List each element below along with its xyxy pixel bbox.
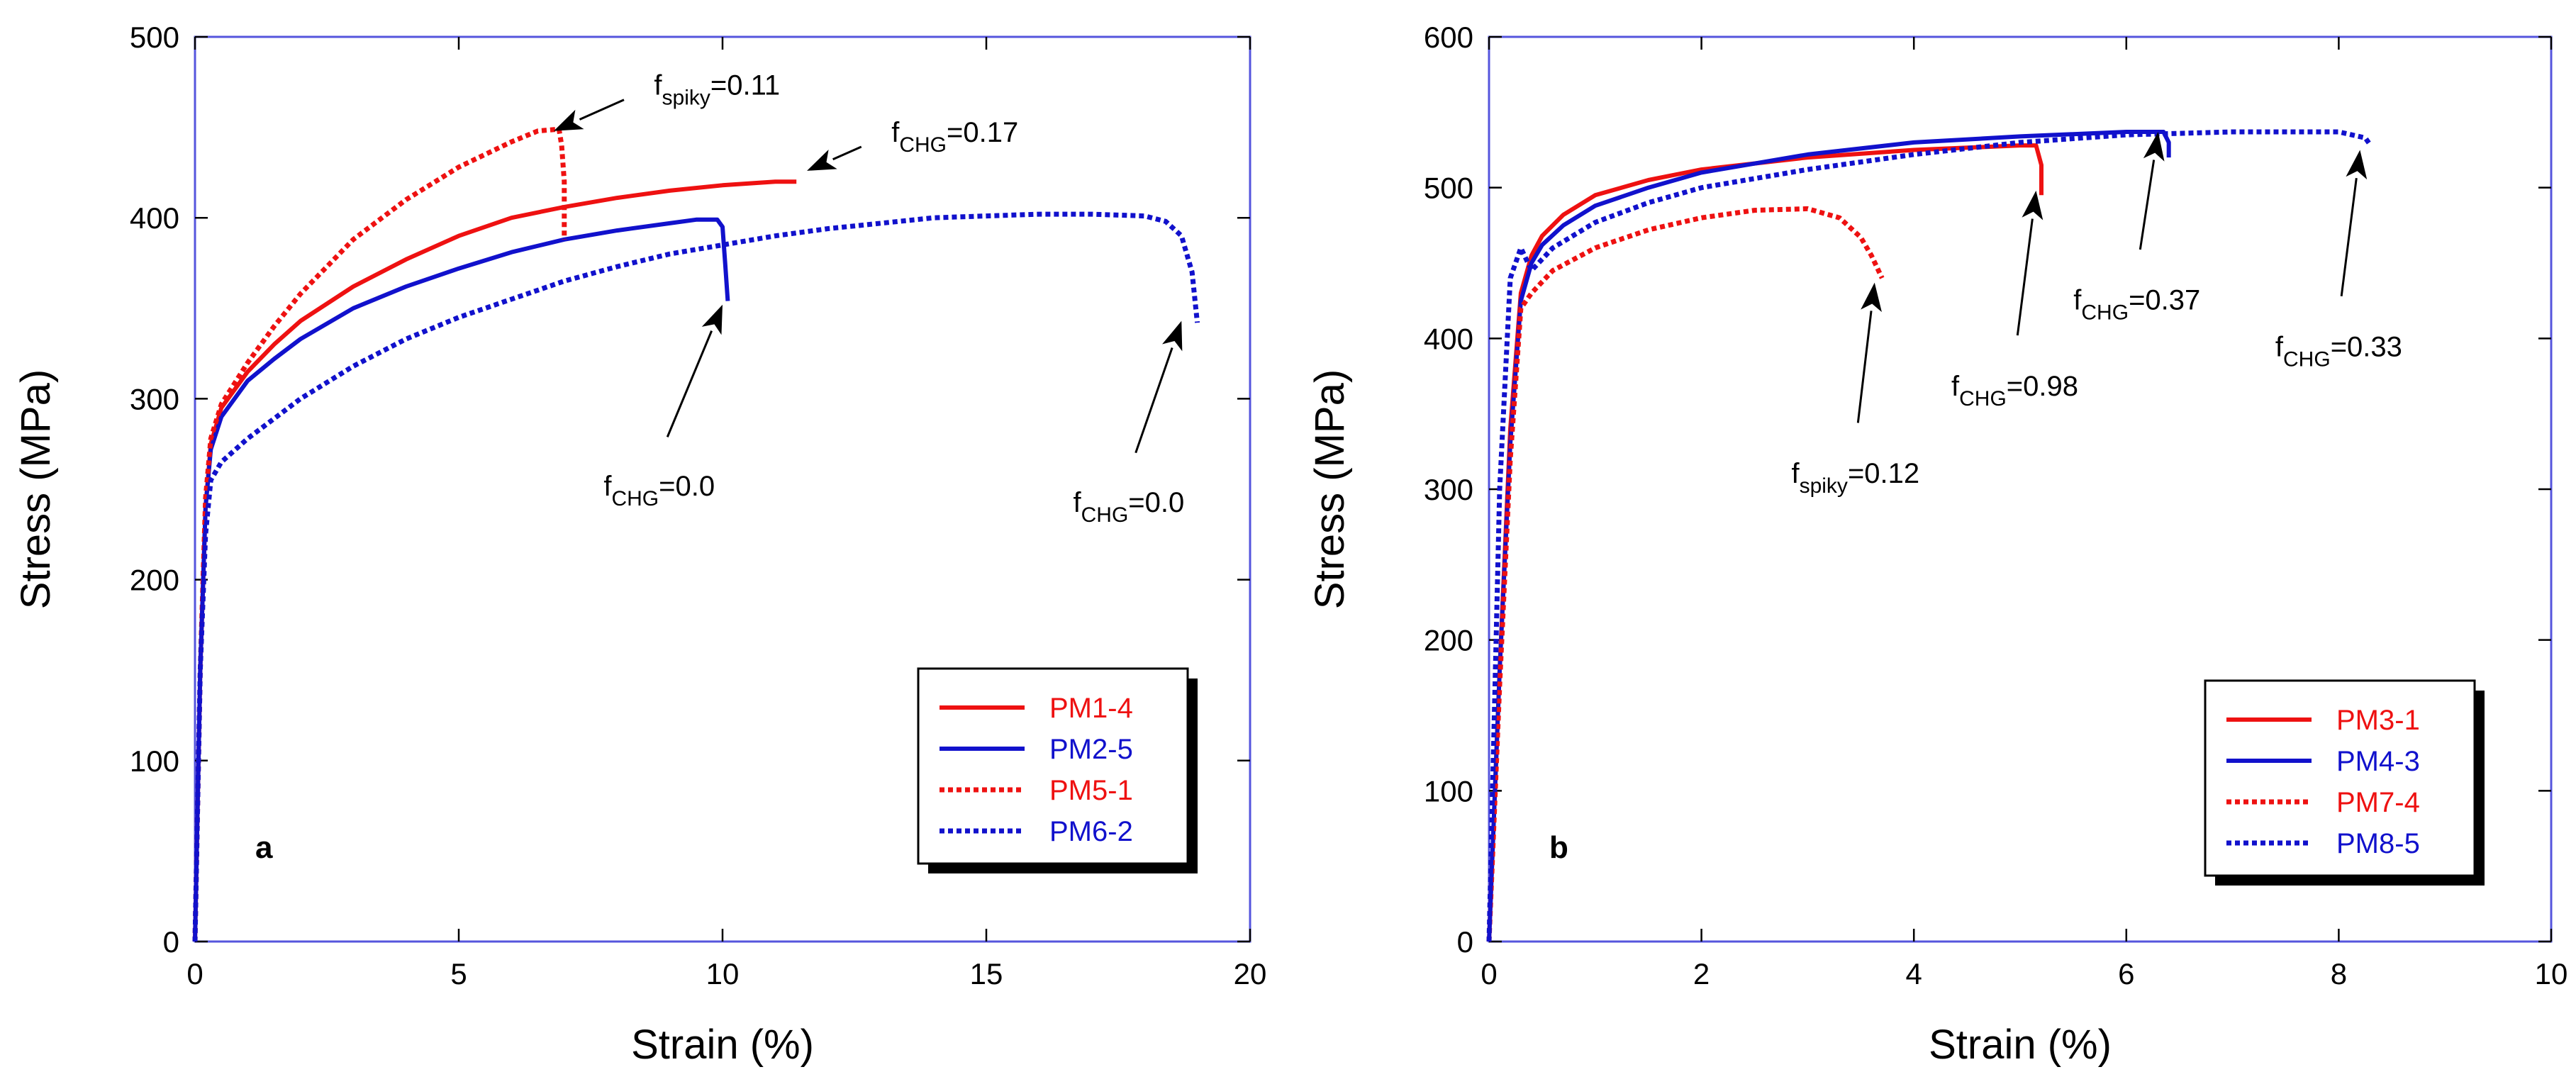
x-tick-label: 15 [970, 957, 1003, 990]
panel-label: b [1549, 830, 1568, 865]
x-axis-label: Strain (%) [631, 1022, 814, 1068]
annotation-arrow-line [2340, 177, 2358, 296]
x-tick-label: 10 [2535, 957, 2568, 990]
annotation-arrow-head [553, 109, 584, 131]
series-line-pm4-3 [1487, 130, 2171, 942]
x-tick-label: 5 [450, 957, 467, 990]
y-tick-label: 0 [1457, 925, 1473, 959]
series-line-pm8-5 [1486, 129, 2373, 942]
x-tick-label: 0 [186, 957, 203, 990]
y-tick-label: 200 [1424, 624, 1473, 657]
annotation-label: fCHG=0.0 [603, 471, 715, 510]
legend-label-pm5-1: PM5-1 [1049, 775, 1133, 806]
x-tick-label: 8 [2331, 957, 2347, 990]
legend-label-pm2-5: PM2-5 [1049, 734, 1133, 765]
legend-label-pm7-4: PM7-4 [2336, 787, 2420, 818]
legend-label-pm4-3: PM4-3 [2336, 746, 2420, 777]
legend-box [2204, 679, 2476, 877]
panel-label: a [255, 830, 273, 865]
annotation-arrow-line [2016, 218, 2034, 336]
annotation-arrow-head [807, 149, 837, 171]
annotation-arrow-line [579, 99, 625, 121]
annotation-arrow-head [1161, 320, 1183, 352]
y-axis-label: Stress (MPa) [1307, 369, 1353, 609]
annotation-arrow-line [1134, 347, 1173, 454]
legend-label-pm8-5: PM8-5 [2336, 828, 2420, 859]
y-tick-label: 400 [130, 201, 179, 235]
annotation-arrow-line [832, 145, 862, 161]
annotation-label: fCHG=0.17 [891, 117, 1018, 157]
annotation-arrow-line [2139, 160, 2156, 250]
y-tick-label: 100 [1424, 774, 1473, 808]
series-line-pm5-1 [192, 126, 567, 942]
y-tick-label: 400 [1424, 322, 1473, 355]
x-tick-label: 10 [706, 957, 740, 990]
legend-box [917, 667, 1189, 865]
annotation-label: fspiky=0.12 [1791, 458, 1919, 498]
x-tick-label: 4 [1906, 957, 1922, 990]
legend-label-pm6-2: PM6-2 [1049, 816, 1133, 847]
x-tick-label: 2 [1693, 957, 1710, 990]
legend-label-pm3-1: PM3-1 [2336, 705, 2420, 736]
y-axis-label: Stress (MPa) [13, 369, 59, 609]
y-tick-label: 0 [163, 925, 179, 959]
annotation-arrow-head [2346, 150, 2368, 180]
annotation-label: fCHG=0.33 [2275, 332, 2402, 372]
annotation-label: fCHG=0.98 [1951, 371, 2078, 411]
annotation-label: fspiky=0.11 [654, 70, 780, 110]
annotation-arrow-head [1861, 282, 1882, 313]
annotation-label: fCHG=0.37 [2073, 285, 2200, 325]
annotation-arrow-line [666, 330, 713, 437]
annotation-arrow-head [2022, 190, 2043, 220]
y-tick-label: 600 [1424, 21, 1473, 54]
annotation-label: fCHG=0.0 [1073, 487, 1184, 527]
legend-label-pm1-4: PM1-4 [1049, 693, 1133, 724]
y-tick-label: 100 [130, 744, 179, 778]
annotation-arrow-line [1856, 311, 1873, 423]
x-tick-label: 20 [1234, 957, 1267, 990]
y-tick-label: 500 [130, 21, 179, 54]
y-tick-label: 300 [130, 382, 179, 415]
annotation-arrow-head [2143, 131, 2165, 162]
y-tick-label: 500 [1424, 172, 1473, 205]
series-line-pm6-2 [192, 211, 1200, 942]
annotation-arrow-head [701, 304, 723, 335]
x-tick-label: 0 [1481, 957, 1497, 990]
x-axis-label: Strain (%) [1929, 1022, 2112, 1068]
y-tick-label: 300 [1424, 473, 1473, 506]
y-tick-label: 200 [130, 564, 179, 597]
x-tick-label: 6 [2118, 957, 2134, 990]
